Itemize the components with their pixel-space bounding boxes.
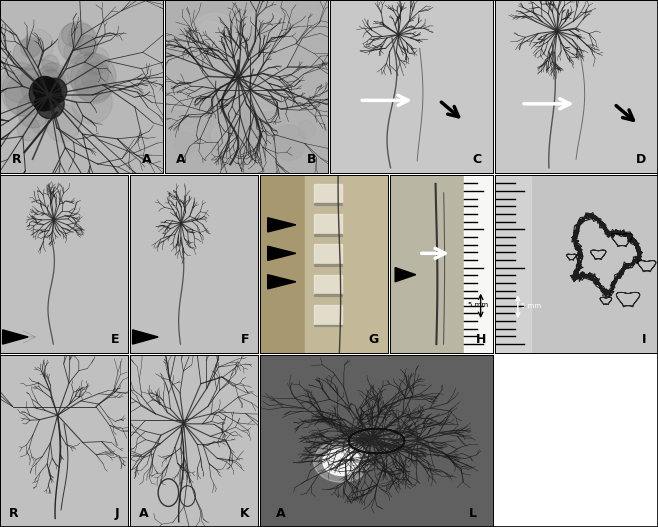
Circle shape	[33, 76, 57, 101]
Circle shape	[323, 448, 360, 475]
Text: B: B	[307, 153, 316, 166]
Circle shape	[82, 65, 99, 83]
Circle shape	[32, 116, 48, 134]
Text: A: A	[176, 153, 186, 166]
Text: D: D	[636, 153, 647, 166]
Bar	[314, 184, 342, 205]
Bar	[314, 325, 342, 326]
Text: R: R	[11, 153, 21, 166]
Circle shape	[212, 123, 236, 149]
Circle shape	[209, 102, 268, 165]
Text: I: I	[642, 333, 647, 346]
Circle shape	[34, 96, 48, 111]
Circle shape	[242, 64, 287, 111]
Circle shape	[298, 120, 315, 139]
Polygon shape	[3, 330, 28, 344]
Circle shape	[34, 79, 55, 101]
Circle shape	[24, 38, 41, 56]
Text: 5 mm: 5 mm	[521, 304, 541, 309]
Bar	[314, 234, 342, 236]
Circle shape	[34, 66, 64, 99]
Bar	[314, 203, 342, 205]
Circle shape	[30, 77, 61, 111]
Circle shape	[264, 38, 281, 57]
Bar	[314, 245, 342, 266]
Bar	[314, 305, 342, 326]
Circle shape	[314, 441, 370, 482]
Polygon shape	[268, 246, 296, 260]
Circle shape	[84, 47, 110, 74]
Text: F: F	[241, 333, 249, 346]
Circle shape	[58, 22, 97, 64]
Circle shape	[45, 104, 81, 142]
Circle shape	[40, 70, 61, 92]
Text: E: E	[111, 333, 119, 346]
Polygon shape	[305, 175, 388, 353]
Circle shape	[17, 117, 39, 141]
Circle shape	[75, 62, 114, 104]
Polygon shape	[395, 268, 416, 282]
Circle shape	[218, 43, 272, 100]
Circle shape	[212, 90, 259, 140]
Circle shape	[20, 37, 40, 57]
Bar	[464, 175, 493, 353]
Text: J: J	[114, 507, 119, 520]
Circle shape	[20, 60, 66, 108]
Text: H: H	[476, 333, 486, 346]
Circle shape	[68, 24, 95, 52]
Text: A: A	[139, 507, 149, 520]
Circle shape	[149, 56, 214, 125]
Circle shape	[72, 81, 113, 124]
Circle shape	[5, 75, 44, 116]
Bar	[314, 264, 342, 266]
Circle shape	[78, 35, 97, 56]
Circle shape	[23, 30, 53, 62]
Circle shape	[13, 39, 42, 70]
Circle shape	[186, 13, 245, 76]
Text: 5 mm: 5 mm	[468, 302, 488, 308]
Circle shape	[36, 88, 64, 119]
Circle shape	[42, 55, 59, 72]
Circle shape	[261, 52, 315, 109]
Circle shape	[272, 125, 306, 161]
Circle shape	[2, 67, 47, 116]
Circle shape	[83, 56, 101, 76]
Circle shape	[64, 43, 81, 61]
Circle shape	[36, 94, 51, 111]
Text: K: K	[240, 507, 249, 520]
Bar	[495, 175, 531, 353]
Text: C: C	[472, 153, 482, 166]
Circle shape	[279, 38, 335, 98]
Text: L: L	[468, 507, 476, 520]
Circle shape	[1, 63, 39, 103]
Circle shape	[234, 11, 295, 76]
Circle shape	[82, 70, 98, 87]
Circle shape	[210, 119, 230, 141]
Text: G: G	[368, 333, 379, 346]
Circle shape	[61, 63, 80, 84]
Bar	[314, 294, 342, 296]
Bar	[314, 214, 342, 236]
Polygon shape	[132, 330, 158, 344]
Circle shape	[244, 103, 274, 135]
Polygon shape	[268, 275, 296, 289]
Circle shape	[38, 63, 68, 94]
Circle shape	[174, 132, 196, 155]
Bar	[314, 275, 342, 296]
Circle shape	[201, 93, 257, 151]
Circle shape	[17, 94, 50, 128]
Circle shape	[243, 35, 262, 55]
Circle shape	[158, 59, 205, 110]
Circle shape	[197, 21, 224, 49]
Text: A: A	[142, 153, 151, 166]
Text: A: A	[276, 507, 286, 520]
Circle shape	[42, 81, 57, 97]
Circle shape	[62, 23, 84, 46]
Circle shape	[68, 52, 109, 95]
Circle shape	[70, 53, 116, 102]
Circle shape	[43, 78, 66, 104]
Polygon shape	[268, 218, 296, 232]
Text: R: R	[9, 507, 18, 520]
Polygon shape	[390, 175, 467, 353]
